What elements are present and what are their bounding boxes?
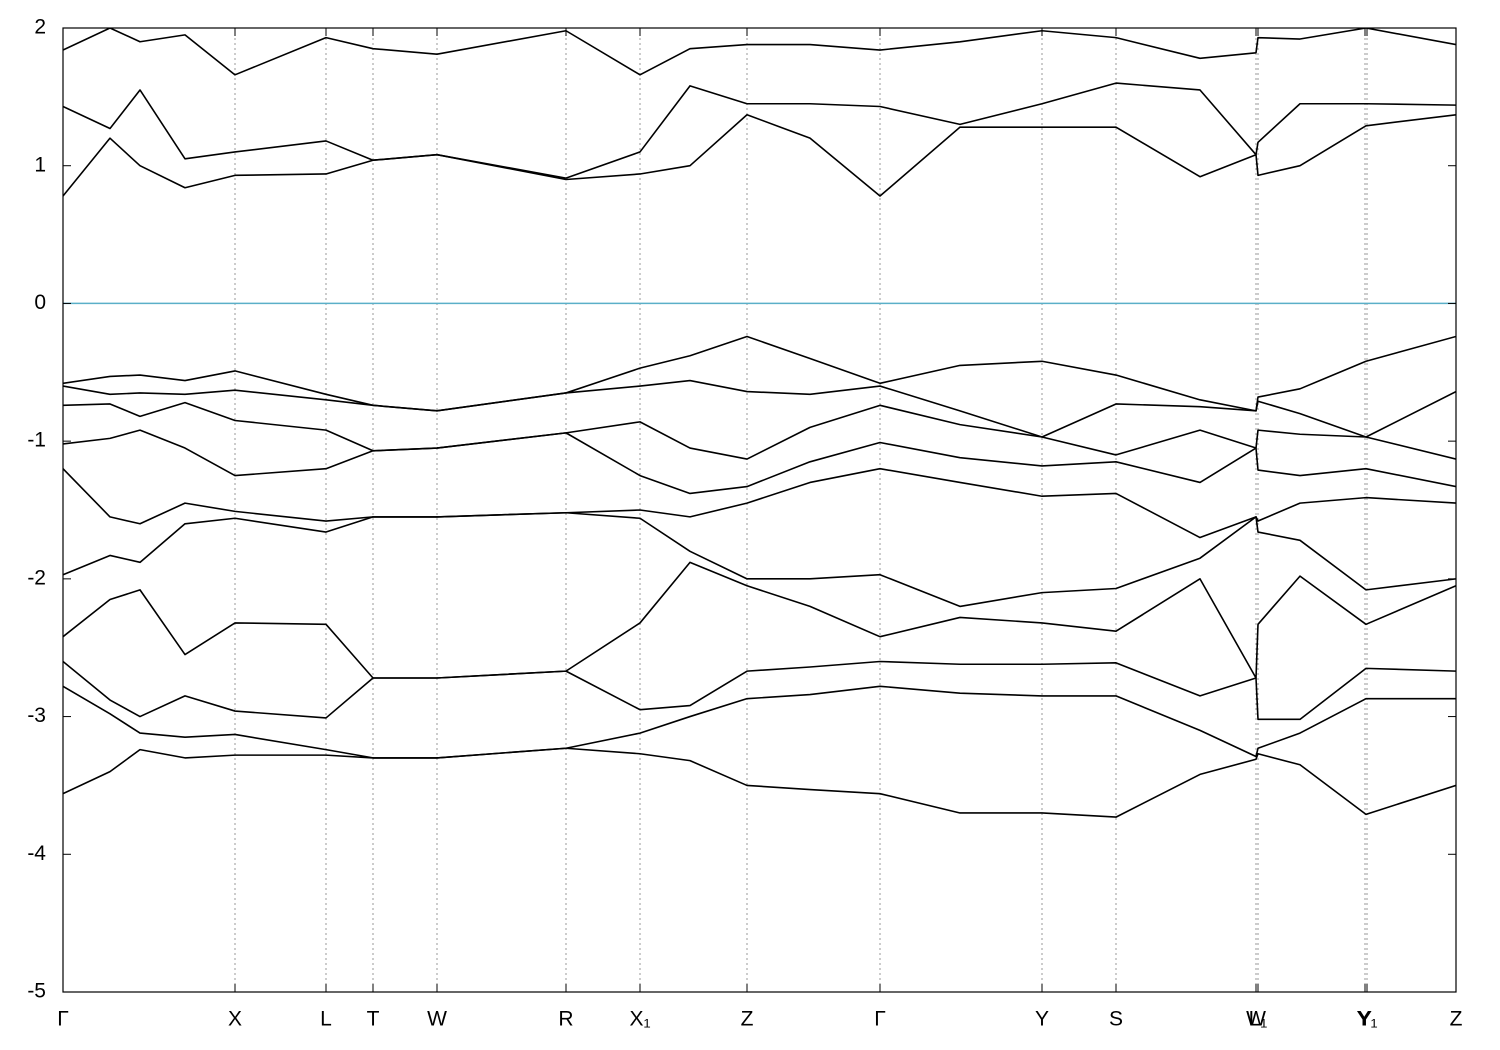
y-tick-label: -3 [27, 704, 46, 727]
x-tick-label: Y [1035, 1008, 1049, 1031]
x-tick-label: R [558, 1008, 573, 1031]
x-tick-label: Y [1358, 1008, 1372, 1031]
x-tick-label: S [1109, 1008, 1123, 1031]
x-tick-label: Y₁ [1356, 1008, 1377, 1031]
band-line [63, 401, 1456, 460]
y-tick-label: -5 [27, 980, 46, 1003]
x-tick-label: W [427, 1008, 447, 1031]
band-line [63, 429, 1456, 495]
y-tick-label: 2 [34, 16, 46, 39]
x-tick-label: X₁ [629, 1008, 650, 1031]
band-line [63, 467, 1456, 539]
y-tick-label: 1 [34, 153, 46, 176]
band-line [63, 747, 1456, 818]
band-line [63, 511, 1456, 608]
x-tick-label: Z [1450, 1008, 1463, 1031]
x-tick-label: Γ [57, 1008, 69, 1031]
x-tick-label: X [228, 1008, 242, 1031]
band-line [63, 82, 1456, 179]
band-line [63, 660, 1456, 721]
y-tick-label: 0 [34, 291, 46, 314]
x-tick-label: L₁ [1249, 1008, 1268, 1031]
y-tick-label: -2 [27, 566, 46, 589]
band-line [63, 335, 1456, 412]
x-tick-label: T [367, 1008, 380, 1031]
band-line [63, 113, 1456, 197]
y-tick-label: -1 [27, 429, 46, 452]
plot-area [63, 28, 1456, 992]
x-tick-label: L [320, 1008, 332, 1031]
y-tick-label: -4 [27, 842, 46, 865]
x-tick-label: Γ [874, 1008, 886, 1031]
band-line [63, 561, 1456, 679]
x-tick-label: Z [741, 1008, 754, 1031]
plot-frame [62, 27, 1457, 993]
x-tick-label: W [1246, 1008, 1266, 1031]
band-line [63, 28, 1456, 76]
band-line [63, 685, 1456, 759]
